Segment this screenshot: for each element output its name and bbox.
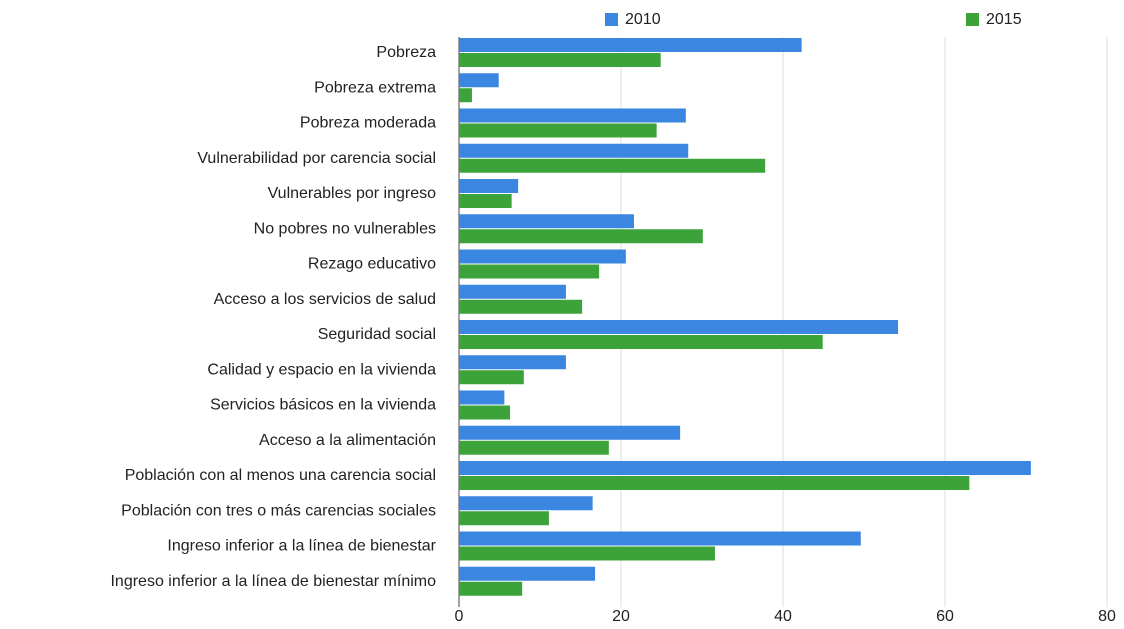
bar bbox=[459, 88, 472, 103]
bar bbox=[459, 179, 519, 193]
y-tick-label: Calidad y espacio en la vivienda bbox=[207, 361, 436, 378]
bar bbox=[459, 194, 512, 208]
bar bbox=[459, 108, 686, 123]
bar bbox=[459, 73, 499, 88]
legend-label: 2010 bbox=[625, 11, 661, 28]
x-tick-label: 40 bbox=[774, 608, 792, 625]
bar bbox=[459, 566, 596, 581]
bar bbox=[459, 158, 766, 173]
x-tick-label: 20 bbox=[612, 608, 630, 625]
y-tick-label: No pobres no vulnerables bbox=[254, 220, 436, 237]
bar bbox=[459, 320, 899, 334]
y-tick-label: Pobreza moderada bbox=[300, 115, 436, 132]
y-tick-label: Pobreza bbox=[376, 44, 436, 61]
bar bbox=[459, 440, 609, 455]
y-tick-label: Rezago educativo bbox=[308, 256, 436, 273]
bar bbox=[459, 264, 600, 279]
y-tick-label: Ingreso inferior a la línea de bienestar bbox=[167, 538, 436, 555]
bar bbox=[459, 38, 802, 52]
bar bbox=[459, 229, 703, 244]
x-tick-label: 60 bbox=[936, 608, 954, 625]
bar bbox=[459, 511, 549, 526]
bar bbox=[459, 390, 505, 405]
bar bbox=[459, 53, 661, 67]
x-tick-label: 80 bbox=[1098, 608, 1116, 625]
legend-swatch bbox=[966, 13, 979, 26]
y-tick-label: Pobreza extrema bbox=[314, 79, 436, 96]
bar bbox=[459, 249, 626, 264]
x-tick-label: 0 bbox=[455, 608, 464, 625]
y-tick-label: Vulnerabilidad por carencia social bbox=[197, 150, 436, 167]
bar bbox=[459, 405, 511, 420]
y-tick-label: Ingreso inferior a la línea de bienestar… bbox=[110, 573, 436, 590]
bar bbox=[459, 581, 523, 596]
y-tick-label: Acceso a los servicios de salud bbox=[214, 291, 436, 308]
bar bbox=[459, 425, 681, 440]
bar bbox=[459, 531, 861, 546]
y-tick-label: Seguridad social bbox=[318, 326, 436, 343]
bar bbox=[459, 476, 970, 490]
bar bbox=[459, 546, 715, 561]
bar bbox=[459, 284, 566, 299]
bar bbox=[459, 461, 1031, 475]
legend-swatch bbox=[605, 13, 618, 26]
y-tick-label: Vulnerables por ingreso bbox=[268, 185, 437, 202]
bar bbox=[459, 496, 593, 511]
bar bbox=[459, 214, 634, 229]
bar bbox=[459, 355, 566, 370]
bar bbox=[459, 370, 524, 385]
bar bbox=[459, 335, 823, 349]
y-tick-label: Población con al menos una carencia soci… bbox=[125, 467, 436, 484]
bar bbox=[459, 143, 689, 158]
legend-label: 2015 bbox=[986, 11, 1022, 28]
y-tick-label: Acceso a la alimentación bbox=[259, 432, 436, 449]
y-tick-label: Servicios básicos en la vivienda bbox=[210, 397, 436, 414]
y-tick-label: Población con tres o más carencias socia… bbox=[121, 502, 436, 519]
bar bbox=[459, 299, 583, 314]
bar bbox=[459, 123, 657, 138]
